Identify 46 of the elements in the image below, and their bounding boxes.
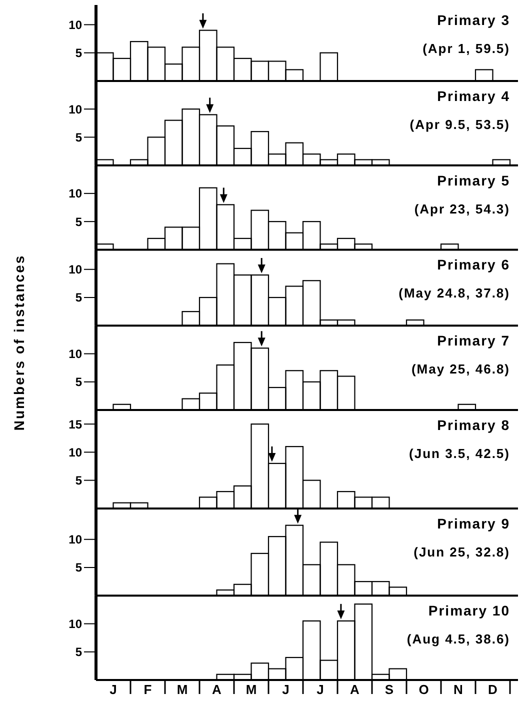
x-tick-label: J: [316, 682, 324, 697]
x-tick-label: O: [418, 682, 429, 697]
y-tick-label: 5: [75, 46, 82, 60]
y-tick-label: 5: [75, 130, 82, 144]
text: (Apr 23, 54.3): [414, 201, 510, 216]
y-tick-label: 5: [75, 375, 82, 390]
text: Primary 3: [437, 12, 510, 28]
x-tick-label: M: [246, 682, 257, 697]
y-tick-label: 10: [68, 18, 82, 32]
text: (Jun 25, 32.8): [414, 544, 510, 560]
x-tick-label: J: [282, 682, 290, 697]
x-tick-label: M: [176, 682, 188, 697]
text: Primary 8: [437, 417, 510, 433]
text: Primary 7: [437, 332, 510, 349]
text: Primary 10: [428, 602, 510, 619]
x-tick-label: J: [110, 682, 117, 697]
text: (Apr 1, 59.5): [422, 41, 510, 56]
y-tick-label: 10: [68, 186, 82, 201]
x-tick-label: F: [144, 682, 152, 697]
y-tick-label: 5: [75, 560, 82, 575]
text: Primary 6: [437, 256, 510, 273]
text: (May 24.8, 37.8): [398, 286, 510, 301]
text: (Apr 9.5, 53.5): [410, 116, 510, 132]
y-tick-label: 5: [75, 290, 82, 305]
y-tick-label: 10: [68, 346, 82, 361]
x-tick-label: A: [350, 682, 360, 697]
text: Primary 4: [437, 88, 510, 104]
y-tick-label: 10: [68, 445, 82, 460]
text: (Jun 3.5, 42.5): [409, 446, 510, 461]
text: (May 25, 46.8): [411, 362, 510, 377]
x-tick-label: A: [212, 682, 222, 697]
y-tick-label: 10: [68, 616, 82, 631]
y-tick-label: 5: [75, 645, 82, 660]
y-tick-label: 5: [75, 214, 82, 229]
y-tick-label: 10: [68, 532, 82, 547]
y-axis-title: Numbers of instances: [11, 254, 27, 431]
x-tick-label: D: [488, 682, 498, 697]
text: (Aug 4.5, 38.6): [406, 632, 510, 647]
text: Primary 9: [437, 515, 510, 532]
y-tick-label: 5: [75, 474, 82, 488]
y-tick-label: 15: [68, 417, 82, 432]
y-tick-label: 10: [68, 102, 82, 116]
x-tick-label: N: [454, 682, 463, 697]
text: Primary 5: [437, 172, 510, 188]
y-tick-label: 10: [68, 262, 82, 277]
x-tick-label: S: [384, 682, 394, 697]
